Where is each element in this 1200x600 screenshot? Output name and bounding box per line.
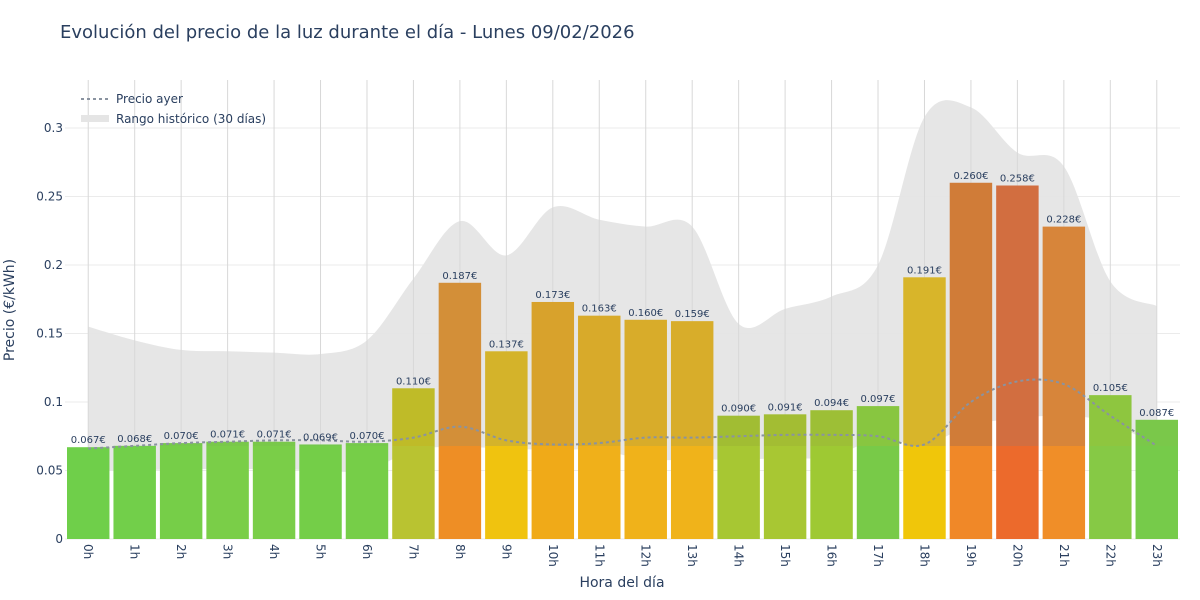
legend-band-swatch xyxy=(81,115,109,122)
bar-value-label: 0.070€ xyxy=(164,431,199,442)
price-bar xyxy=(856,406,900,539)
x-tick-label: 16h xyxy=(825,544,839,567)
bar-value-label: 0.069€ xyxy=(303,432,338,443)
x-tick-label: 2h xyxy=(174,544,188,559)
bar-value-label: 0.163€ xyxy=(582,304,617,315)
x-tick-label: 18h xyxy=(917,544,931,567)
precio-ayer-line xyxy=(88,378,1158,450)
x-tick-label: 14h xyxy=(732,544,746,567)
price-bar xyxy=(113,445,156,539)
price-bar xyxy=(624,319,667,539)
price-bar xyxy=(949,182,993,539)
bar-value-label: 0.094€ xyxy=(814,398,849,409)
price-bar xyxy=(392,388,435,539)
legend-item-precio-ayer: Precio ayer xyxy=(116,92,183,106)
price-bar xyxy=(1089,395,1132,539)
x-tick-label: 11h xyxy=(592,544,606,567)
bar-value-label: 0.097€ xyxy=(861,394,896,405)
price-bar xyxy=(810,410,853,539)
price-bar xyxy=(531,301,575,539)
x-tick-label: 4h xyxy=(267,544,281,559)
bar-value-label: 0.159€ xyxy=(675,309,710,320)
bar-value-label: 0.258€ xyxy=(1000,174,1035,185)
x-axis-title: Hora del día xyxy=(579,575,664,591)
bar-value-label: 0.071€ xyxy=(210,430,245,441)
bar-value-label: 0.090€ xyxy=(721,404,756,415)
y-tick-label: 0.15 xyxy=(36,326,63,340)
x-tick-label: 6h xyxy=(360,544,374,559)
bar-value-label: 0.187€ xyxy=(442,271,477,282)
bar-value-label: 0.137€ xyxy=(489,339,524,350)
price-bar xyxy=(206,441,249,539)
x-tick-label: 20h xyxy=(1010,544,1024,567)
price-bar xyxy=(717,415,760,539)
y-tick-label: 0 xyxy=(55,532,63,546)
y-tick-label: 0.3 xyxy=(44,121,63,135)
x-tick-label: 17h xyxy=(871,544,885,567)
price-bar xyxy=(345,443,389,539)
x-tick-label: 5h xyxy=(314,544,328,559)
price-bar xyxy=(903,277,946,539)
bar-value-label: 0.091€ xyxy=(768,402,803,413)
bar-value-label: 0.191€ xyxy=(907,265,942,276)
x-tick-label: 22h xyxy=(1103,544,1117,567)
bar-value-label: 0.087€ xyxy=(1139,408,1174,419)
x-tick-label: 0h xyxy=(81,544,95,559)
x-tick-label: 12h xyxy=(639,544,653,567)
price-bar xyxy=(67,447,110,539)
bar-value-label: 0.068€ xyxy=(117,434,152,445)
x-tick-label: 9h xyxy=(499,544,513,559)
bar-value-label: 0.160€ xyxy=(628,308,663,319)
price-bar xyxy=(252,441,296,539)
y-axis-title: Precio (€/kWh) xyxy=(2,259,18,361)
price-bar xyxy=(1042,226,1086,540)
legend-item-rango-historico: Rango histórico (30 días) xyxy=(116,112,266,126)
x-tick-label: 7h xyxy=(406,544,420,559)
price-bar xyxy=(670,321,714,539)
price-bar xyxy=(438,282,482,539)
price-bar xyxy=(159,443,203,539)
bar-value-label: 0.228€ xyxy=(1046,215,1081,226)
x-tick-label: 19h xyxy=(964,544,978,567)
bar-value-label: 0.071€ xyxy=(257,430,292,441)
bar-value-label: 0.173€ xyxy=(535,290,570,301)
historical-range-band xyxy=(88,100,1157,473)
x-tick-label: 1h xyxy=(128,544,142,559)
y-tick-label: 0.1 xyxy=(44,395,63,409)
legend: Precio ayer Rango histórico (30 días) xyxy=(81,92,266,126)
price-bar xyxy=(578,315,621,539)
bar-value-label: 0.105€ xyxy=(1093,383,1128,394)
y-tick-label: 0.05 xyxy=(36,463,63,477)
price-bar xyxy=(763,414,807,539)
x-tick-label: 13h xyxy=(685,544,699,567)
x-tick-label: 8h xyxy=(453,544,467,559)
x-tick-label: 23h xyxy=(1150,544,1164,567)
bar-value-label: 0.067€ xyxy=(71,435,106,446)
chart-title: Evolución del precio de la luz durante e… xyxy=(60,22,635,43)
bar-value-label: 0.110€ xyxy=(396,376,431,387)
x-tick-label: 10h xyxy=(546,544,560,567)
price-bar xyxy=(1135,419,1178,539)
bar-value-label: 0.260€ xyxy=(953,171,988,182)
y-tick-label: 0.2 xyxy=(44,258,63,272)
price-bar xyxy=(996,185,1039,539)
y-tick-label: 0.25 xyxy=(36,189,63,203)
x-tick-label: 15h xyxy=(778,544,792,567)
x-tick-label: 21h xyxy=(1057,544,1071,567)
price-bar xyxy=(485,351,528,539)
x-tick-label: 3h xyxy=(221,544,235,559)
bar-value-label: 0.070€ xyxy=(349,431,384,442)
price-bar xyxy=(299,444,342,539)
